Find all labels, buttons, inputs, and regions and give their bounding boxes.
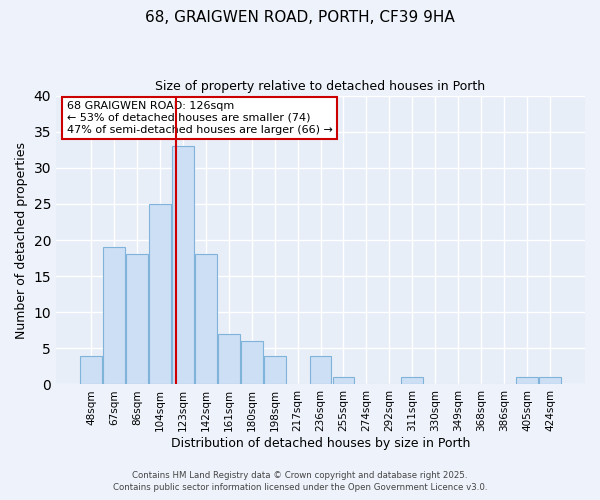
Bar xyxy=(80,356,102,384)
Title: Size of property relative to detached houses in Porth: Size of property relative to detached ho… xyxy=(155,80,485,93)
Bar xyxy=(103,247,125,384)
Bar xyxy=(149,204,171,384)
Bar xyxy=(516,377,538,384)
X-axis label: Distribution of detached houses by size in Porth: Distribution of detached houses by size … xyxy=(171,437,470,450)
Bar xyxy=(401,377,423,384)
Bar xyxy=(195,254,217,384)
Text: 68, GRAIGWEN ROAD, PORTH, CF39 9HA: 68, GRAIGWEN ROAD, PORTH, CF39 9HA xyxy=(145,10,455,25)
Y-axis label: Number of detached properties: Number of detached properties xyxy=(15,142,28,338)
Bar xyxy=(218,334,239,384)
Text: Contains HM Land Registry data © Crown copyright and database right 2025.
Contai: Contains HM Land Registry data © Crown c… xyxy=(113,471,487,492)
Bar xyxy=(539,377,561,384)
Bar xyxy=(241,341,263,384)
Bar xyxy=(332,377,355,384)
Bar xyxy=(172,146,194,384)
Bar xyxy=(264,356,286,384)
Bar xyxy=(310,356,331,384)
Bar xyxy=(126,254,148,384)
Text: 68 GRAIGWEN ROAD: 126sqm
← 53% of detached houses are smaller (74)
47% of semi-d: 68 GRAIGWEN ROAD: 126sqm ← 53% of detach… xyxy=(67,102,332,134)
